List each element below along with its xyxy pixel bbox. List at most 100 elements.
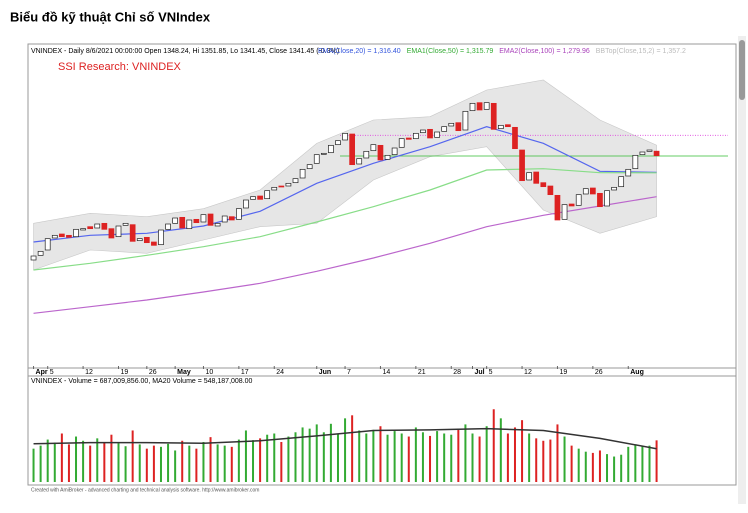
indicator-label: EMA(Close,20) = 1,316.40 <box>318 48 401 55</box>
candle-body <box>306 164 313 170</box>
x-tick-label: Jun <box>319 369 331 376</box>
volume-bar <box>627 446 630 482</box>
volume-bar <box>436 431 439 482</box>
volume-bar <box>634 444 637 482</box>
volume-bar <box>329 423 332 482</box>
x-tick-label: 21 <box>418 369 426 376</box>
indicator-label: EMA2(Close,100) = 1,279.96 <box>499 48 590 55</box>
candle-body <box>398 138 405 148</box>
candle-body <box>136 238 143 242</box>
candle-body <box>200 214 207 223</box>
candle-body <box>299 168 306 179</box>
volume-bar <box>159 446 162 482</box>
volume-bar <box>103 442 106 482</box>
candle-body <box>73 228 79 238</box>
scroll-thumb[interactable] <box>739 40 745 100</box>
x-tick-label: Jul <box>475 369 485 376</box>
x-tick-label: 12 <box>524 369 532 376</box>
volume-bar <box>386 434 389 482</box>
annotation: SSI Research: VNINDEX <box>58 61 182 73</box>
candle-body <box>363 150 370 159</box>
volume-bar <box>492 409 495 482</box>
candle-body <box>413 132 419 140</box>
candle-body <box>87 226 94 230</box>
x-tick-label: 17 <box>241 369 249 376</box>
volume-bar <box>407 436 410 482</box>
volume-bar <box>535 438 538 482</box>
candle-body <box>526 172 532 181</box>
volume-bar <box>32 448 35 482</box>
candle-body <box>115 225 122 238</box>
volume-bar <box>244 430 247 482</box>
candle-body <box>101 222 108 230</box>
volume-bar <box>336 433 339 482</box>
volume-bar <box>237 439 240 482</box>
candle-body <box>590 187 596 195</box>
candle-body <box>618 176 625 188</box>
volume-bar <box>188 445 191 482</box>
candle-body <box>122 222 129 226</box>
candle-body <box>94 223 101 229</box>
candle-body <box>533 171 540 184</box>
x-tick-label: 12 <box>85 369 93 376</box>
candle-body <box>420 129 426 134</box>
x-tick-label: 7 <box>347 369 351 376</box>
candle-body <box>384 154 391 160</box>
volume-ma <box>33 427 657 450</box>
volume-bar <box>46 439 49 482</box>
candle-body <box>158 229 164 246</box>
volume-header: VNINDEX - Volume = 687,009,856.00, MA20 … <box>31 378 253 385</box>
volume-bar <box>620 454 623 482</box>
x-tick-label: 26 <box>595 369 603 376</box>
indicator-label: BBTop(Close,15,2) = 1,357.2 <box>596 48 686 55</box>
candle-body <box>228 216 235 221</box>
volume-bar <box>521 420 524 482</box>
x-tick-label: 26 <box>149 369 157 376</box>
frame <box>27 43 737 486</box>
candle-body <box>328 144 334 154</box>
volume-bar <box>322 432 325 482</box>
chart-header: VNINDEX - Daily 8/6/2021 00:00:00 Open 1… <box>31 48 339 55</box>
volume-bar <box>358 430 361 482</box>
x-tick-label: Aug <box>630 369 644 376</box>
x-tick-label: 24 <box>276 369 284 376</box>
volume-bar <box>67 444 70 482</box>
page-title: Biểu đồ kỹ thuật Chỉ số VNIndex <box>10 9 211 24</box>
candle-body <box>292 178 299 184</box>
volume-bar <box>464 424 467 482</box>
volume-bar <box>53 442 56 482</box>
volume-bar <box>195 448 198 482</box>
candle-body <box>207 213 214 226</box>
x-tick-label: May <box>177 369 191 376</box>
volume-bar <box>393 431 396 482</box>
volume-bar <box>308 428 311 482</box>
candle-body <box>193 218 200 224</box>
indicator-line <box>33 196 657 314</box>
candle-body <box>278 185 285 188</box>
volume-bar <box>606 454 609 482</box>
candle-body <box>37 250 44 256</box>
volume-bar <box>613 456 616 482</box>
candle-body <box>313 154 320 164</box>
x-tick-label: 10 <box>205 369 213 376</box>
volume-bar <box>287 436 290 482</box>
volume-bar <box>202 441 205 482</box>
volume-bar <box>266 434 269 482</box>
volume-bar <box>478 436 481 482</box>
volume-bar <box>421 432 424 482</box>
candle-body <box>335 140 341 146</box>
volume-bar <box>75 436 78 482</box>
candle-body <box>143 236 150 244</box>
candle-body <box>179 216 186 229</box>
candle-body <box>632 154 639 170</box>
volume-bar <box>450 434 453 482</box>
volume-bar <box>167 443 170 482</box>
scrollbar[interactable] <box>738 36 746 504</box>
x-tick-label: 19 <box>559 369 567 376</box>
candle-body <box>497 124 504 130</box>
candle-body <box>604 190 610 207</box>
volume-bar <box>506 433 509 482</box>
volume-bar <box>82 440 85 482</box>
candle-body <box>568 203 575 207</box>
